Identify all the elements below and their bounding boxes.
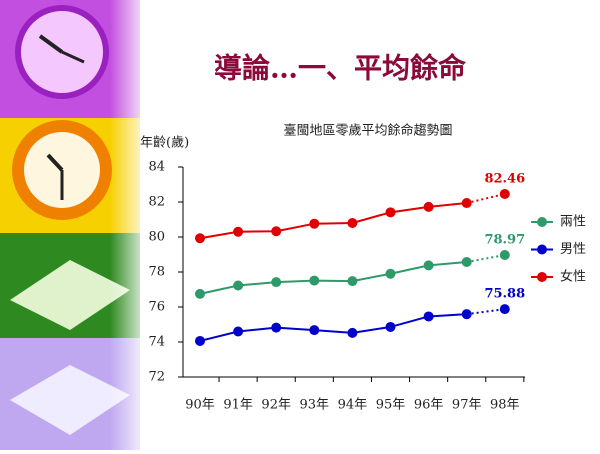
data-point <box>195 335 205 346</box>
data-point <box>461 257 472 268</box>
data-point <box>385 321 396 332</box>
data-point <box>195 288 205 299</box>
data-point <box>499 188 510 199</box>
data-point <box>271 322 282 333</box>
x-tick-label: 97年 <box>452 398 482 413</box>
legend-label: 女性 <box>560 269 586 285</box>
data-point <box>461 198 472 209</box>
data-point <box>271 277 282 288</box>
data-label: 75.88 <box>484 287 525 302</box>
data-point <box>423 311 434 322</box>
data-label: 82.46 <box>484 171 525 186</box>
x-tick-label: 92年 <box>261 398 291 413</box>
series-line <box>199 254 505 295</box>
data-point <box>423 260 434 271</box>
x-tick-label: 98年 <box>490 398 520 413</box>
data-label: 78.97 <box>484 233 525 248</box>
y-tick-label: 72 <box>148 370 165 385</box>
data-point <box>195 233 205 244</box>
data-point <box>347 276 358 287</box>
data-point <box>385 207 396 218</box>
legend-label: 兩性 <box>560 215 586 230</box>
data-point <box>309 325 320 336</box>
y-tick-label: 84 <box>148 160 165 175</box>
y-tick-label: 80 <box>148 230 165 245</box>
data-point <box>233 226 244 237</box>
x-tick-label: 96年 <box>414 398 444 413</box>
x-tick-label: 90年 <box>185 398 215 413</box>
slide-title: 導論…一、平均餘命 <box>214 52 467 85</box>
y-tick-label: 74 <box>148 335 165 350</box>
data-point <box>385 268 396 279</box>
x-tick-label: 93年 <box>300 398 330 413</box>
data-point <box>271 226 282 237</box>
data-point <box>423 201 434 212</box>
legend-label: 男性 <box>560 242 586 257</box>
x-tick-label: 94年 <box>338 398 368 413</box>
data-point <box>309 275 320 286</box>
y-tick-label: 76 <box>148 300 165 315</box>
data-point <box>499 250 510 261</box>
chart-title: 臺閩地區零歲平均餘命趨勢圖 <box>283 123 452 139</box>
legend-marker <box>537 244 547 255</box>
data-point <box>499 304 510 315</box>
y-tick-label: 78 <box>148 265 165 280</box>
legend-marker <box>537 217 547 227</box>
data-point <box>461 309 472 320</box>
data-point <box>309 218 320 229</box>
data-point <box>233 280 244 291</box>
x-tick-label: 95年 <box>376 398 406 413</box>
data-point <box>347 218 358 228</box>
legend-marker <box>537 272 547 282</box>
x-tick-label: 91年 <box>223 398 253 413</box>
data-point <box>347 327 358 338</box>
series-line <box>199 192 506 240</box>
data-point <box>233 326 244 337</box>
decor-strip <box>0 0 150 450</box>
y-axis-label: 年齡(歲) <box>140 136 189 151</box>
y-tick-label: 82 <box>148 195 165 210</box>
